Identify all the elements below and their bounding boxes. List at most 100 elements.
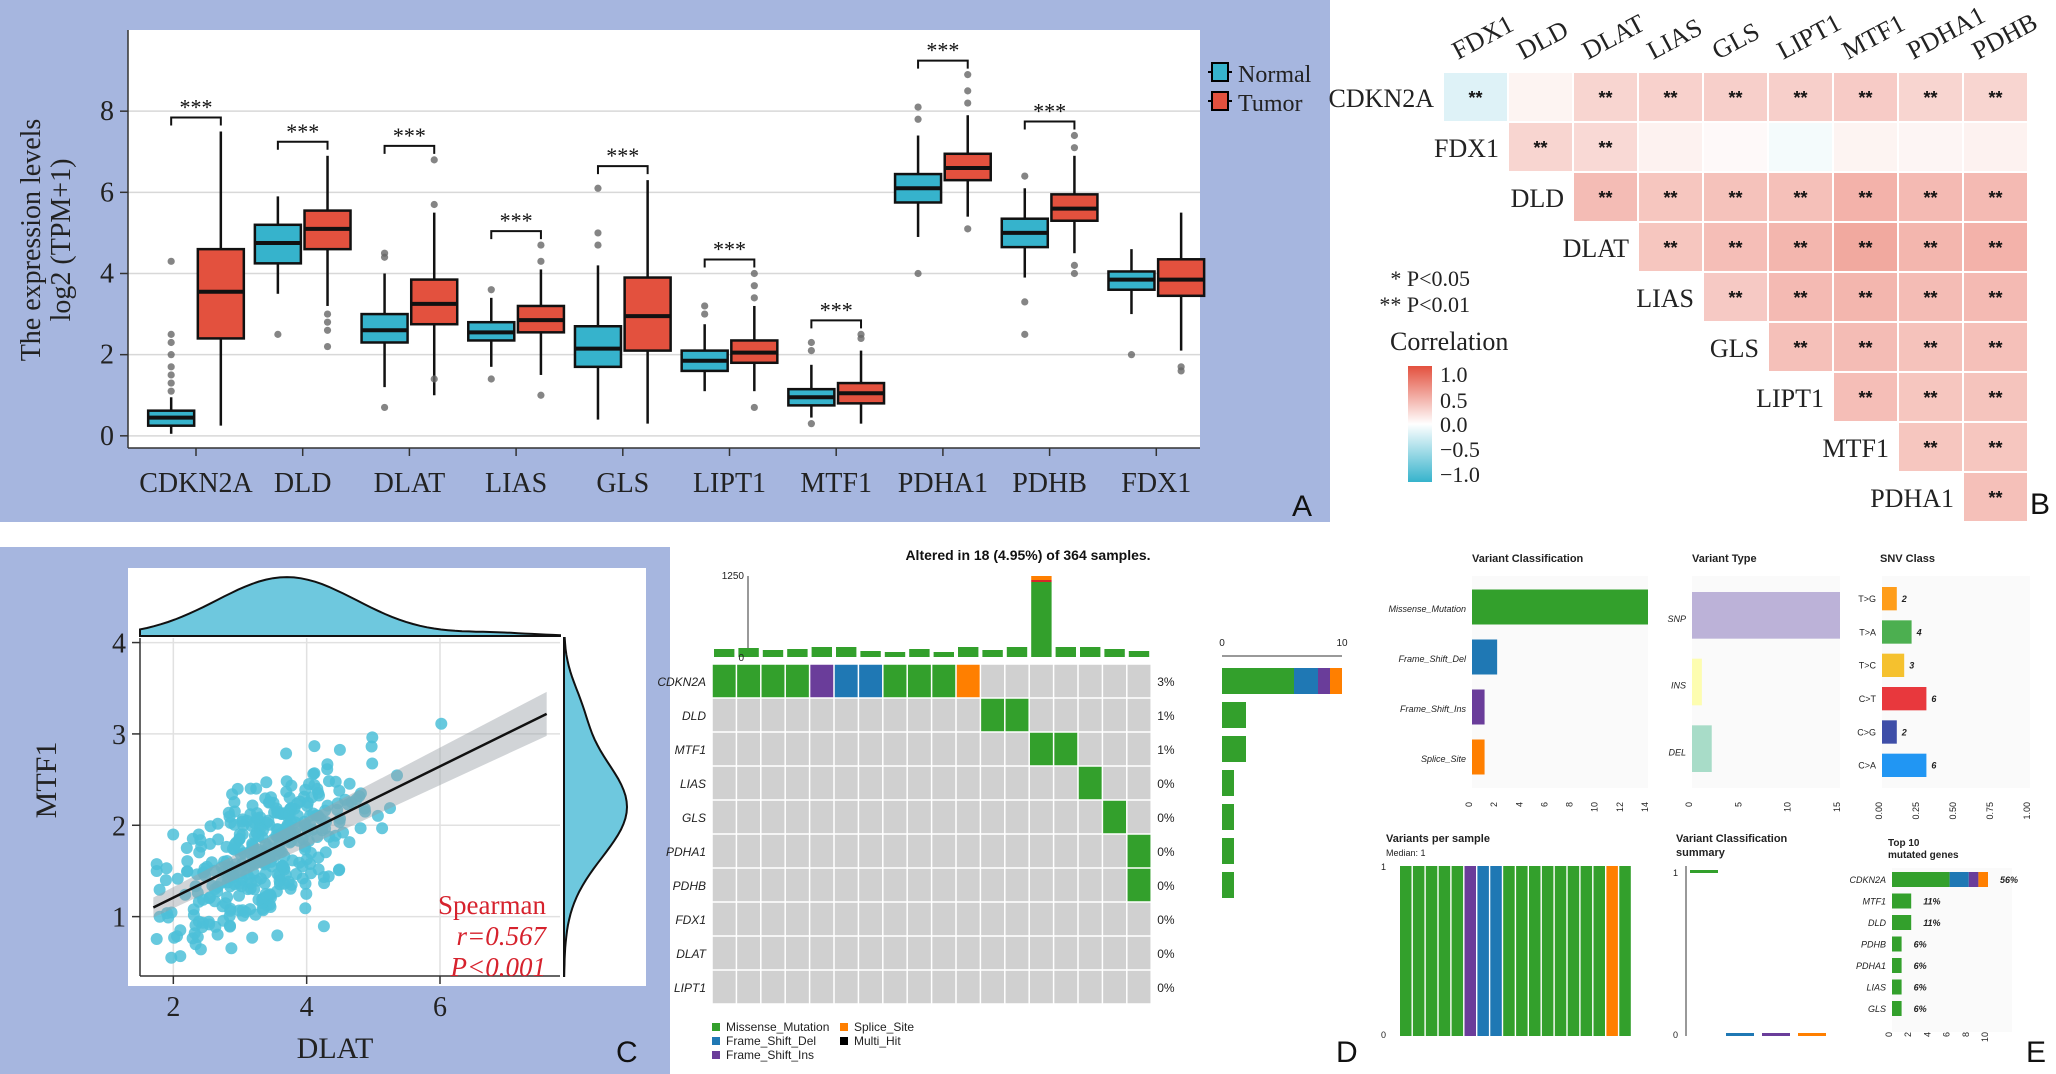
- mini-chart-label: Missense_Mutation: [1388, 604, 1466, 614]
- panel-c-ytick-label: 2: [112, 811, 126, 842]
- box-outlier-normal: [807, 338, 815, 347]
- heatmap-row-label: CDKN2A: [1329, 84, 1435, 113]
- mini-chart-xtick: 6: [1539, 802, 1549, 807]
- oncoplot-cell-mutation: [1053, 732, 1078, 766]
- mini-chart-subtitle: Median: 1: [1386, 848, 1426, 858]
- heatmap-cell-sig: **: [1858, 388, 1872, 408]
- variants-per-sample-bar: [1400, 866, 1412, 1036]
- top-genes-bar: [1892, 1001, 1902, 1016]
- panel-a: *** *** *** *** *** *** *** *** *** 0 2 4 6 8 CDKN2A D…: [16, 30, 1312, 523]
- box-outlier-normal: [167, 387, 175, 395]
- mini-chart-bar: [1472, 689, 1485, 725]
- panel-c-ytick-label: 3: [112, 720, 126, 751]
- scatter-point: [252, 893, 265, 906]
- scatter-point: [322, 870, 335, 883]
- heatmap-cell-sig: **: [1923, 238, 1937, 258]
- heatmap-cell-sig: **: [1988, 188, 2002, 208]
- mini-chart-label: INS: [1671, 681, 1686, 691]
- mini-chart-xtick: 0: [1464, 802, 1474, 807]
- oncoplot-percent-label: 0%: [1157, 879, 1175, 893]
- mini-chart-ytick: 0: [1673, 1030, 1678, 1040]
- scatter-point: [252, 830, 265, 843]
- box-outlier-tumor: [1070, 144, 1079, 152]
- mini-chart-label: Frame_Shift_Del: [1398, 654, 1467, 664]
- top-genes-bar: [1949, 872, 1969, 887]
- box-outlier-tumor: [750, 269, 758, 278]
- variants-per-sample-bar: [1529, 866, 1541, 1036]
- heatmap-col-label: GLS: [1707, 17, 1764, 66]
- heatmap-cell: [1964, 223, 2027, 271]
- box-outlier-tumor: [323, 326, 332, 334]
- box-outlier-normal: [594, 229, 602, 237]
- oncoplot-top-bar: [958, 647, 979, 657]
- mini-chart-title: Variant Classification: [1472, 553, 1584, 565]
- box-outlier-tumor: [964, 99, 972, 107]
- scatter-point: [160, 862, 173, 875]
- box-normal: [360, 312, 409, 344]
- sig-stars: ***: [926, 38, 959, 63]
- heatmap-cell: [1899, 73, 1962, 121]
- oncoplot-top-bar: [738, 648, 759, 657]
- sig-stars: ***: [713, 236, 746, 261]
- oncoplot-right-bar: [1222, 872, 1234, 898]
- mini-chart-bar: [1882, 687, 1927, 711]
- mini-chart-bar: [1692, 592, 1840, 639]
- heatmap-cell: [1639, 123, 1702, 171]
- box-outlier-normal: [167, 338, 175, 347]
- heatmap-cell-sig: **: [1988, 388, 2002, 408]
- panel-c-xtick-label: 6: [433, 992, 447, 1023]
- mini-chart-bar: [1882, 753, 1927, 777]
- panel-c-r: r=0.567: [457, 921, 548, 951]
- mini-chart-title: Variants per sample: [1386, 833, 1490, 845]
- heatmap-cell: [1899, 373, 1962, 421]
- variants-per-sample-bar: [1541, 866, 1554, 1036]
- mini-chart-bar: [1882, 620, 1912, 644]
- mini-chart-xtick: 0.75: [1985, 802, 1995, 820]
- box-tumor: [623, 276, 672, 352]
- heatmap-cell: [1769, 273, 1832, 321]
- scatter-point: [168, 931, 181, 944]
- scatter-point: [223, 810, 236, 823]
- mini-chart-label: C>A: [1858, 761, 1876, 771]
- box-outlier-normal: [167, 330, 175, 338]
- oncoplot-right-bar: [1222, 702, 1246, 728]
- heatmap-cell-sig: **: [1728, 238, 1742, 258]
- scatter-point: [343, 836, 356, 849]
- mini-chart-xtick: 2: [1903, 1032, 1913, 1037]
- scatter-point: [181, 855, 194, 868]
- panel-c-xtick-label: 2: [166, 992, 180, 1023]
- oncoplot-cell-mutation: [1078, 766, 1103, 800]
- top-genes-percent: 6%: [1914, 1004, 1927, 1014]
- scatter-point: [310, 809, 323, 822]
- heatmap-cell: [1899, 273, 1962, 321]
- scatter-point: [283, 791, 296, 804]
- oncoplot-top-bar: [933, 652, 954, 657]
- scatter-point: [333, 784, 346, 797]
- oncoplot-top-bar: [787, 649, 808, 657]
- panel-a-xtick-label: PDHA1: [898, 468, 988, 499]
- oncoplot-cell-mutation: [1004, 698, 1030, 732]
- box-outlier-normal: [807, 347, 815, 355]
- box-outlier-normal: [914, 103, 922, 111]
- heatmap-cell-sig: **: [1468, 88, 1482, 108]
- scatter-point: [312, 851, 325, 864]
- sig-stars: ***: [286, 119, 319, 144]
- panel-a-ytick-label: 0: [100, 421, 114, 452]
- heatmap-col-label: DLD: [1512, 15, 1573, 66]
- oncoplot-legend-label: Multi_Hit: [854, 1034, 901, 1048]
- top-genes-percent: 6%: [1914, 940, 1927, 950]
- scatter-point: [435, 717, 448, 730]
- scatter-point: [221, 891, 234, 904]
- heatmap-cell: [1574, 73, 1637, 121]
- panel-a-ytick-label: 8: [100, 96, 114, 127]
- oncoplot-top-bar: [836, 647, 857, 657]
- variants-per-sample-bar: [1619, 866, 1631, 1036]
- scatter-point: [280, 747, 293, 760]
- mini-chart-label: T>A: [1859, 627, 1876, 637]
- scatter-point: [333, 816, 346, 828]
- top-genes-label: PDHB: [1861, 940, 1886, 950]
- oncoplot-cell-mutation: [736, 664, 761, 698]
- heatmap-cell: [1834, 323, 1897, 371]
- panel-a-xtick-label: MTF1: [800, 468, 872, 499]
